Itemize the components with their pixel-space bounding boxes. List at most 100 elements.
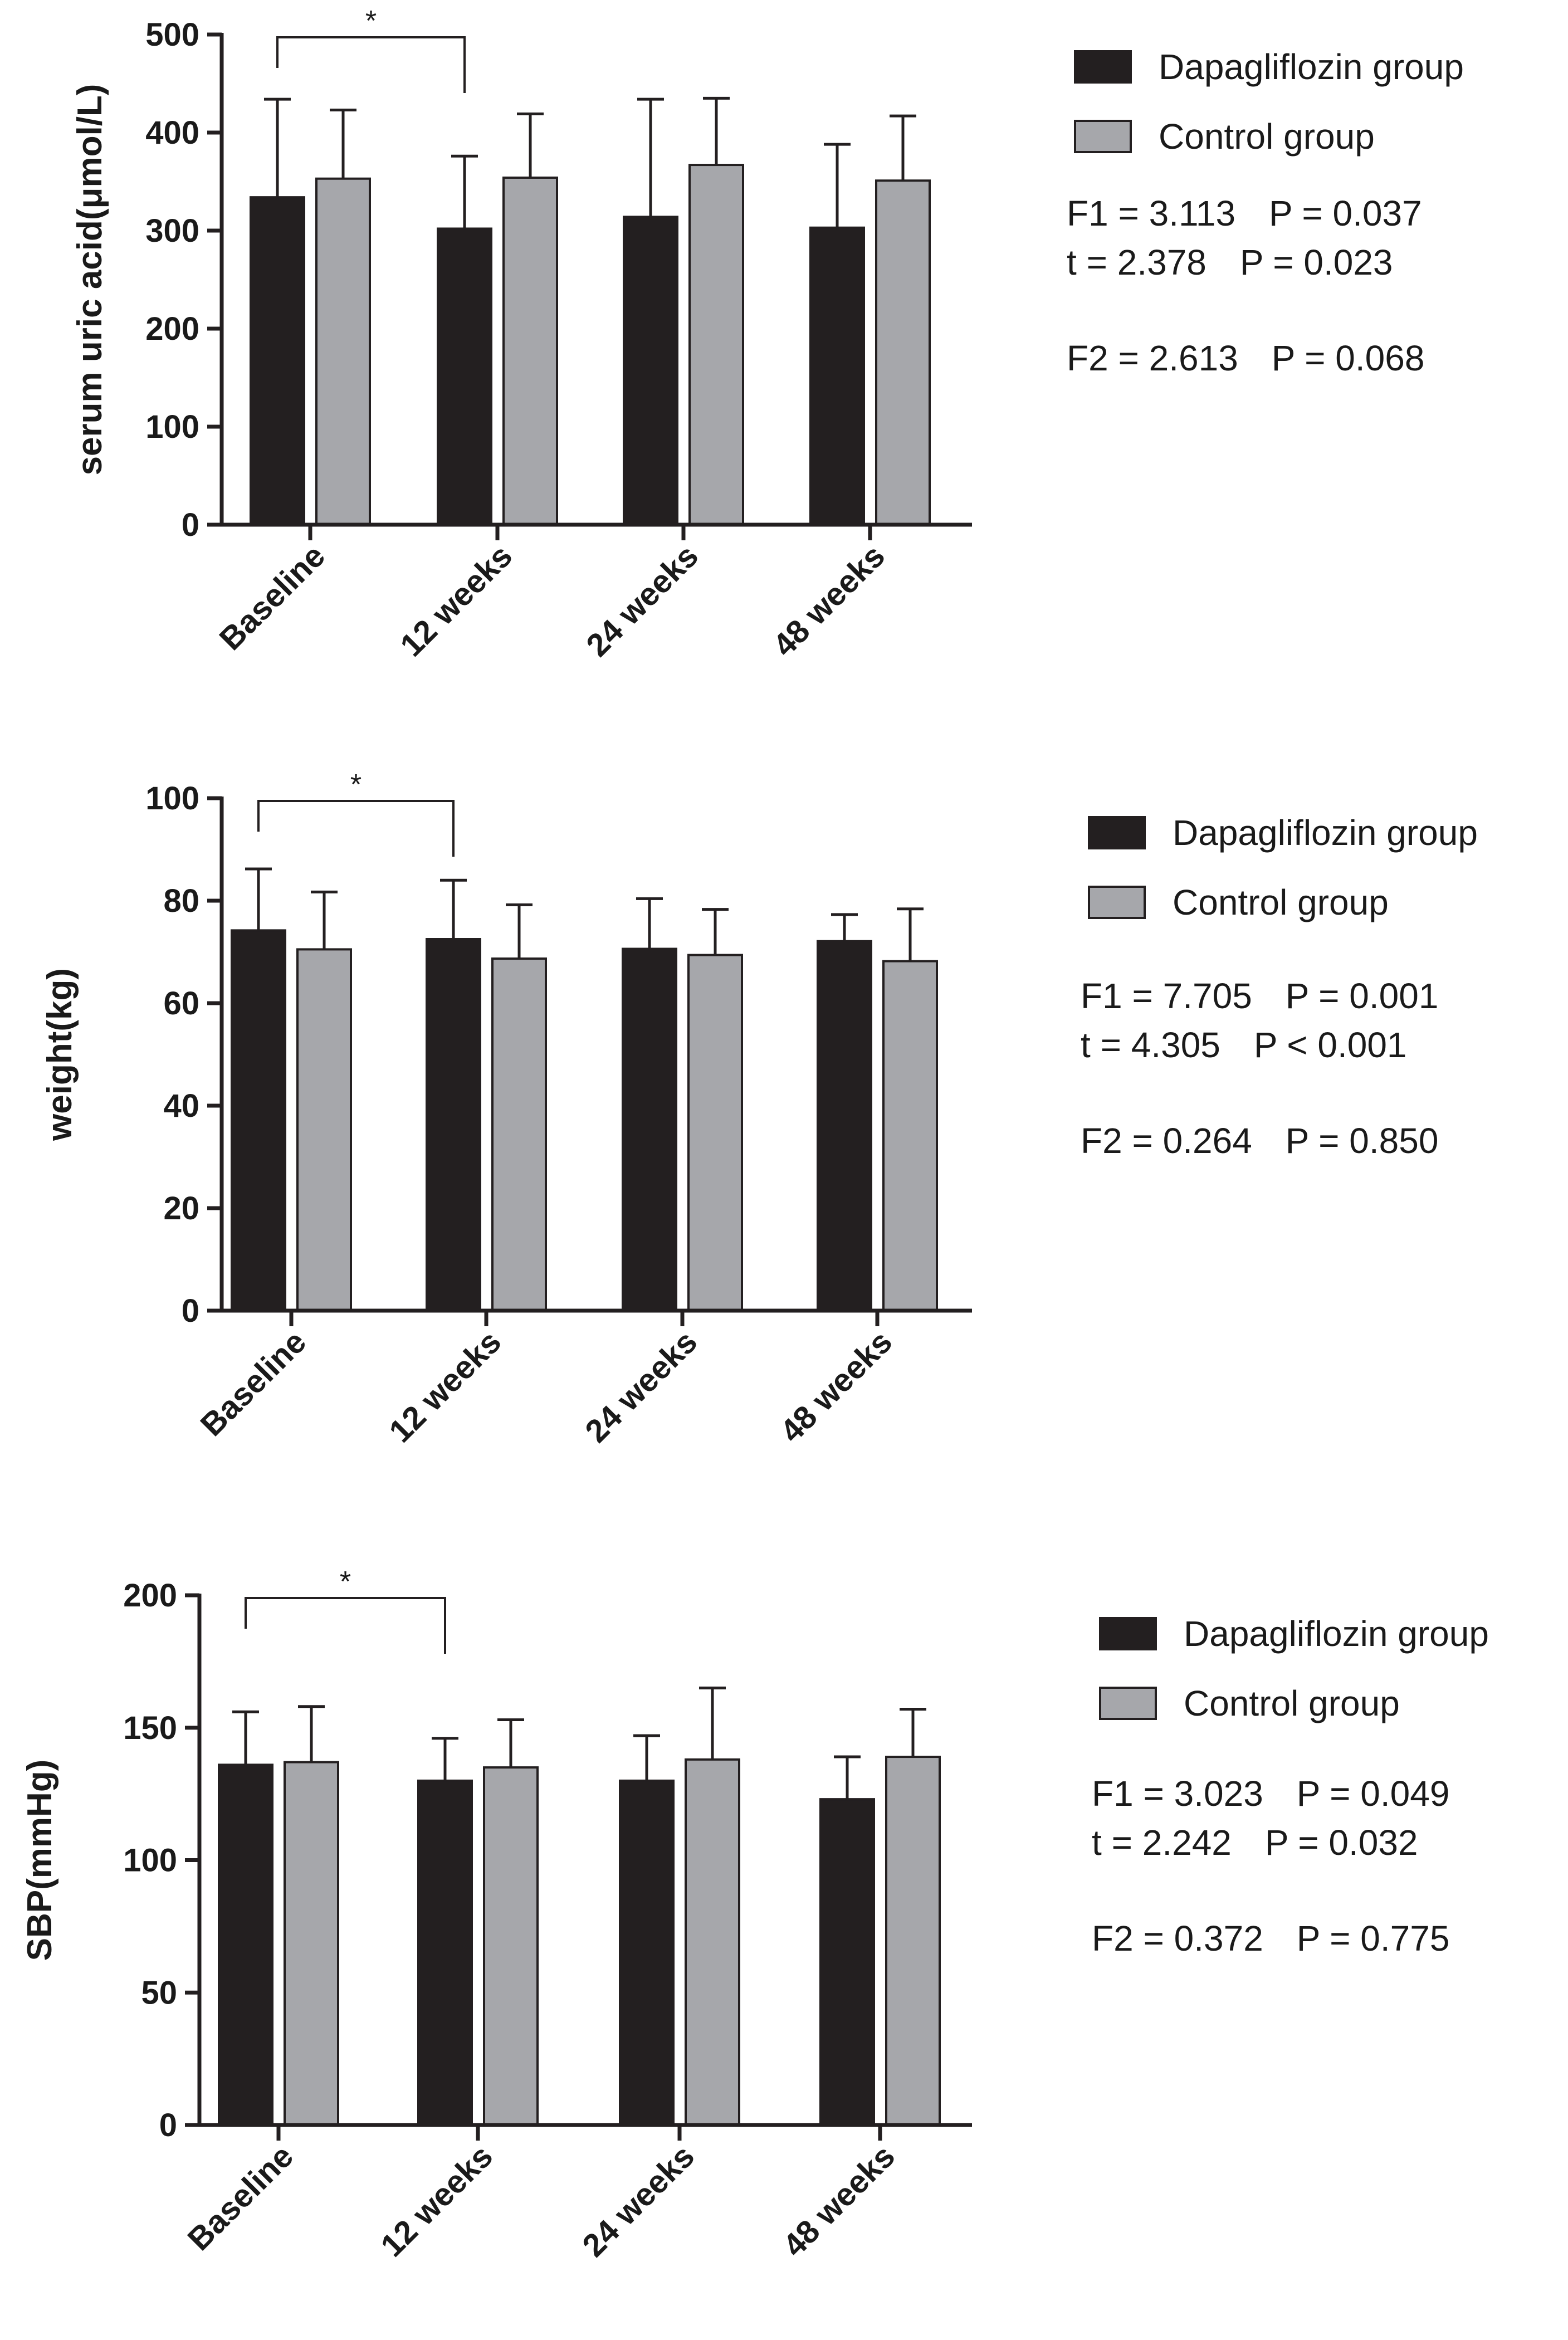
stat-p-value: P = 0.049	[1297, 1774, 1450, 1814]
significance-bracket	[245, 1597, 446, 1654]
x-tick-label: 24 weeks	[575, 2138, 701, 2264]
y-tick-label: 80	[163, 883, 199, 919]
legend-label: Control group	[1173, 882, 1389, 922]
y-tick-label: 300	[145, 213, 199, 249]
stat-line: t = 4.305 P < 0.001	[1081, 1025, 1407, 1065]
y-axis-title: SBP(mmHg)	[21, 1760, 59, 1961]
y-tick-label: 100	[145, 409, 199, 445]
y-tick-label: 50	[141, 1975, 177, 2011]
control-bar	[296, 948, 352, 1312]
control-bar	[483, 1766, 539, 2126]
dapagliflozin-bar	[231, 929, 286, 1312]
stat-value: F1 = 3.113	[1067, 193, 1235, 233]
stat-value: t = 2.378	[1067, 242, 1206, 282]
legend-label: Control group	[1184, 1683, 1400, 1723]
control-legend-swatch	[1088, 886, 1146, 919]
legend-label: Dapagliflozin group	[1159, 47, 1464, 87]
dapagliflozin-bar	[426, 938, 481, 1312]
stat-line: F2 = 0.264 P = 0.850	[1081, 1121, 1438, 1161]
stat-value: t = 4.305	[1081, 1025, 1220, 1065]
stat-line: t = 2.378 P = 0.023	[1067, 242, 1393, 282]
y-tick-label: 0	[182, 1293, 199, 1329]
chart-panel-2: 0 20 40 60 80 100 Baseline 12 weeks 24 weeks 48 w…	[41, 769, 1478, 1449]
control-legend-swatch	[1074, 120, 1132, 153]
control-bar	[885, 1756, 941, 2126]
dapagliflozin-bar	[417, 1779, 473, 2127]
dapagliflozin-bar	[817, 940, 872, 1312]
y-tick-label: 0	[159, 2107, 177, 2143]
control-bar	[502, 176, 558, 526]
stat-p-value: P = 0.037	[1269, 193, 1422, 233]
chart-panel-1: 0 100 200 300 400 500 Baseline 12 weeks 24 weeks…	[71, 5, 1464, 663]
stat-line: t = 2.242 P = 0.032	[1092, 1823, 1418, 1863]
x-tick-label: 48 weeks	[776, 2138, 902, 2264]
stat-value: F1 = 3.023	[1092, 1774, 1263, 1814]
dapagliflozin-bar	[250, 196, 305, 526]
x-tick-label: 48 weeks	[773, 1323, 899, 1449]
control-bar	[491, 957, 547, 1312]
stat-value: F2 = 0.264	[1081, 1121, 1252, 1161]
stat-line: F1 = 3.023 P = 0.049	[1092, 1774, 1449, 1814]
stat-value: t = 2.242	[1092, 1823, 1232, 1863]
stat-p-value: P = 0.775	[1297, 1918, 1450, 1958]
dapagliflozin-bar	[619, 1779, 675, 2127]
y-tick-label: 100	[145, 780, 199, 817]
dapagliflozin-bar	[809, 226, 865, 526]
y-axis-title: serum uric acid(μmol/L)	[71, 84, 109, 476]
x-tick-label: 12 weeks	[374, 2138, 500, 2264]
dapagliflozin-bar	[218, 1763, 273, 2127]
stat-line: F1 = 7.705 P = 0.001	[1081, 976, 1438, 1016]
x-tick-label: 12 weeks	[382, 1323, 508, 1449]
dapagliflozin-legend-swatch	[1099, 1617, 1157, 1650]
control-bar	[685, 1758, 740, 2127]
y-tick-label: 20	[163, 1190, 199, 1227]
y-tick-label: 200	[123, 1577, 177, 1614]
y-tick-label: 400	[145, 115, 199, 151]
dapagliflozin-bar	[437, 227, 492, 526]
control-bar	[315, 177, 371, 526]
y-tick-label: 40	[163, 1088, 199, 1124]
legend-label: Dapagliflozin group	[1184, 1614, 1489, 1654]
stat-line: F2 = 0.372 P = 0.775	[1092, 1918, 1449, 1958]
y-tick-label: 60	[163, 985, 199, 1022]
control-bar	[687, 954, 743, 1312]
stat-value: F1 = 7.705	[1081, 976, 1252, 1016]
control-bar	[882, 960, 938, 1312]
y-tick-label: 200	[145, 311, 199, 347]
y-tick-label: 150	[123, 1710, 177, 1746]
significance-marker: *	[365, 5, 377, 37]
x-tick-label: 24 weeks	[579, 538, 705, 663]
chart-panel-3: 0 50 100 150 200 Baseline 12 weeks 24 weeks 48 w…	[21, 1566, 1489, 2264]
stat-p-value: P = 0.001	[1286, 976, 1439, 1016]
legend-label: Dapagliflozin group	[1173, 813, 1478, 853]
significance-marker: *	[350, 769, 362, 801]
dapagliflozin-bar	[622, 947, 677, 1312]
y-tick-label: 500	[145, 17, 199, 53]
significance-bracket	[276, 36, 466, 93]
stat-p-value: P = 0.023	[1240, 242, 1393, 282]
x-tick-label: 48 weeks	[766, 538, 892, 663]
stat-p-value: P < 0.001	[1254, 1025, 1407, 1065]
dapagliflozin-legend-swatch	[1074, 50, 1132, 84]
y-axis-title: weight(kg)	[41, 968, 79, 1141]
stat-value: F2 = 2.613	[1067, 338, 1238, 378]
stat-p-value: P = 0.032	[1265, 1823, 1418, 1863]
dapagliflozin-bar	[623, 216, 678, 526]
control-bar	[688, 164, 744, 526]
stat-line: F2 = 2.613 P = 0.068	[1067, 338, 1424, 378]
stat-p-value: P = 0.850	[1286, 1121, 1439, 1161]
x-tick-label: Baseline	[181, 2138, 301, 2258]
x-tick-label: Baseline	[194, 1323, 314, 1443]
significance-bracket	[257, 800, 455, 857]
control-legend-swatch	[1099, 1687, 1157, 1720]
x-tick-label: 12 weeks	[393, 538, 519, 663]
control-bar	[875, 179, 931, 526]
y-tick-label: 0	[182, 507, 199, 543]
stat-p-value: P = 0.068	[1272, 338, 1425, 378]
stat-line: F1 = 3.113 P = 0.037	[1067, 193, 1422, 233]
x-tick-label: Baseline	[213, 538, 333, 657]
dapagliflozin-bar	[819, 1798, 875, 2126]
stat-value: F2 = 0.372	[1092, 1918, 1263, 1958]
control-bar	[284, 1761, 339, 2126]
